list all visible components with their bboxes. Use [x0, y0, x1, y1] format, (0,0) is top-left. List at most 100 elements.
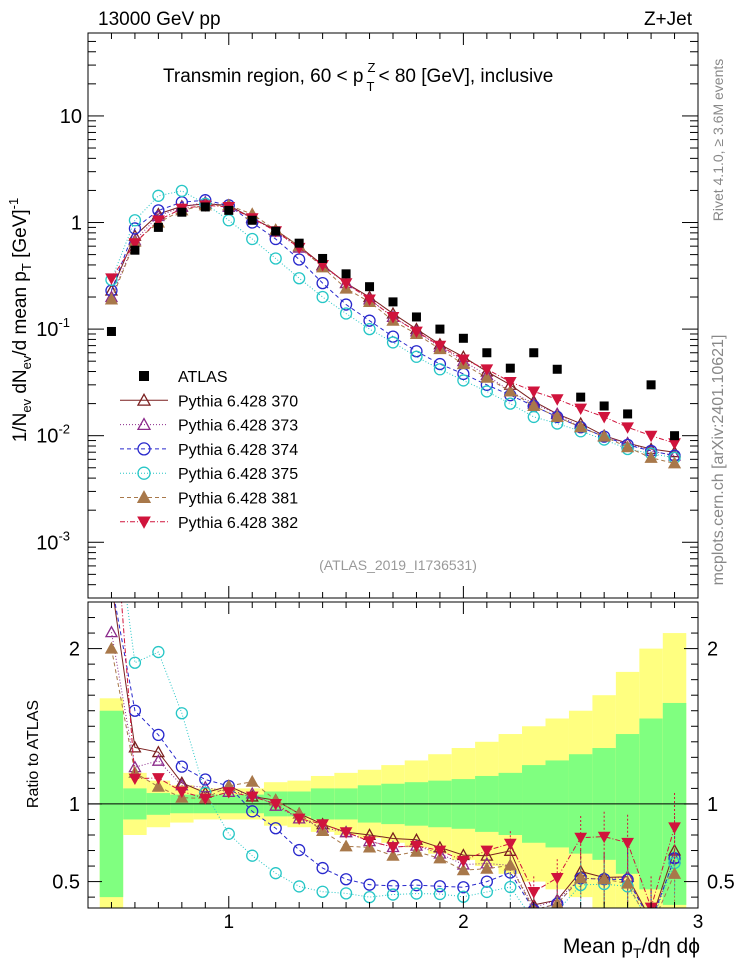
ratio-y-tick-label: 2: [69, 639, 80, 661]
series-375-point: [480, 385, 493, 398]
series-382-ratio-point: [668, 822, 681, 834]
series-381-point: [527, 399, 541, 412]
series-382-ratio-point: [269, 799, 283, 811]
series-374-point: [386, 330, 400, 343]
main-plot-area: [104, 184, 682, 469]
legend-label: Pythia 6.428 381: [178, 491, 298, 508]
atlas-point: [411, 312, 421, 322]
atlas-point: [247, 215, 257, 225]
series-374-ratio-point: [433, 880, 447, 893]
x-tick-label: 3: [693, 912, 704, 933]
series-382-point: [152, 215, 165, 227]
atlas-point: [177, 207, 187, 217]
series-375-point: [527, 410, 540, 424]
series-381-ratio-point: [456, 863, 470, 876]
series-381-ratio-point: [574, 871, 588, 884]
series-382-ratio-point: [363, 836, 376, 848]
series-373-ratio-point: [151, 753, 165, 766]
series-382-ratio-point: [621, 837, 634, 850]
series-375-ratio-point: [410, 887, 423, 900]
series-374-ratio-point: [293, 843, 306, 857]
series-382-point: [363, 294, 376, 306]
series-375-ratio-point: [528, 915, 539, 926]
atlas-point: [599, 401, 609, 411]
series-381-point: [480, 370, 494, 383]
series-382-point: [668, 438, 681, 450]
series-375-point: [269, 252, 282, 265]
series-374-ratio-point: [646, 916, 657, 927]
ratio-y-tick-label-right: 1: [707, 794, 718, 816]
legend-marker: [136, 392, 152, 406]
ratio-y-tick-label-right: 2: [707, 639, 718, 661]
series-382-point: [410, 326, 423, 339]
series-375-ratio-point: [480, 885, 493, 899]
series-374-ratio-point: [152, 728, 165, 742]
series-375-ratio-point: [246, 849, 259, 862]
legend-marker: [137, 466, 151, 480]
series-375-point: [316, 290, 329, 304]
series-382-ratio-point: [316, 819, 329, 831]
series-374-point: [339, 298, 353, 311]
mcplots-label: mcplots.cern.ch [arXiv:2401.10621]: [710, 335, 727, 586]
atlas-point: [224, 205, 234, 215]
series-374-point: [293, 253, 306, 266]
ratio-y-tick-label-right: 0.5: [707, 872, 735, 894]
series-382-ratio-point: [503, 838, 517, 851]
x-tick-label: 2: [458, 912, 469, 933]
plot-title-sup: Z: [367, 60, 375, 75]
ratio-y-tick-label: 0.5: [52, 872, 80, 894]
series-382-ratio-point: [550, 872, 564, 885]
plot-title-main: Transmin region, 60 < p: [163, 66, 363, 87]
atlas-point: [670, 431, 680, 441]
atlas-point: [200, 202, 210, 212]
ratio-y-tick-label: 1: [69, 794, 80, 816]
y-tick-label: 1: [71, 213, 82, 235]
series-374-point: [410, 345, 423, 358]
series-375-ratio-point: [339, 887, 353, 900]
series-381-ratio-point: [621, 876, 635, 889]
series-375-point: [339, 307, 353, 320]
series-382-ratio-point: [292, 813, 306, 826]
series-382-point: [433, 340, 447, 353]
series-381-ratio-point: [245, 774, 259, 787]
y-axis-label: 1/Nev dNev/d mean pT [GeV]-1: [6, 198, 34, 443]
series-374-point: [433, 357, 447, 371]
atlas-point: [552, 364, 562, 374]
legend-label: Pythia 6.428 375: [178, 466, 298, 483]
series-381-point: [550, 410, 564, 422]
series-374-ratio-point: [199, 773, 212, 786]
series-382-ratio-point: [457, 855, 470, 868]
series-375-ratio-point: [152, 645, 165, 659]
series-375-point: [152, 189, 165, 202]
legend-marker: [139, 371, 149, 381]
series-382-ratio-point: [597, 831, 611, 844]
series-370-ratio-point: [480, 848, 494, 861]
series-374-ratio-point: [316, 861, 329, 875]
series-382-point: [128, 238, 142, 250]
series-381-point: [597, 429, 611, 442]
ratio-plot-area: [88, 480, 698, 930]
series-375-point: [246, 232, 259, 246]
series-373-ratio-point: [104, 625, 119, 638]
series-375-point: [128, 214, 142, 227]
series-381-ratio-point: [667, 866, 682, 879]
series-375-ratio-point: [646, 919, 657, 930]
series-375-ratio-point: [316, 885, 329, 898]
series-375-point: [293, 272, 306, 285]
series-375-ratio-point: [106, 480, 117, 491]
series-374-ratio-point: [410, 879, 423, 892]
series-375-ratio-point: [386, 888, 400, 901]
series-381-ratio-point: [480, 861, 494, 874]
series-381-point: [574, 420, 588, 433]
y-tick-label: 10-2: [36, 422, 70, 448]
atlas-point: [130, 245, 140, 255]
series-382-point: [574, 403, 588, 416]
series-374-ratio-point: [175, 760, 188, 773]
series-382-ratio-point: [175, 786, 189, 799]
atlas-point: [529, 348, 539, 358]
series-382-point: [644, 430, 658, 443]
analysis-id: (ATLAS_2019_I1736531): [319, 557, 477, 573]
energy-label: 13000 GeV pp: [98, 9, 221, 30]
series-382-point: [457, 354, 470, 366]
atlas-point: [458, 333, 468, 343]
